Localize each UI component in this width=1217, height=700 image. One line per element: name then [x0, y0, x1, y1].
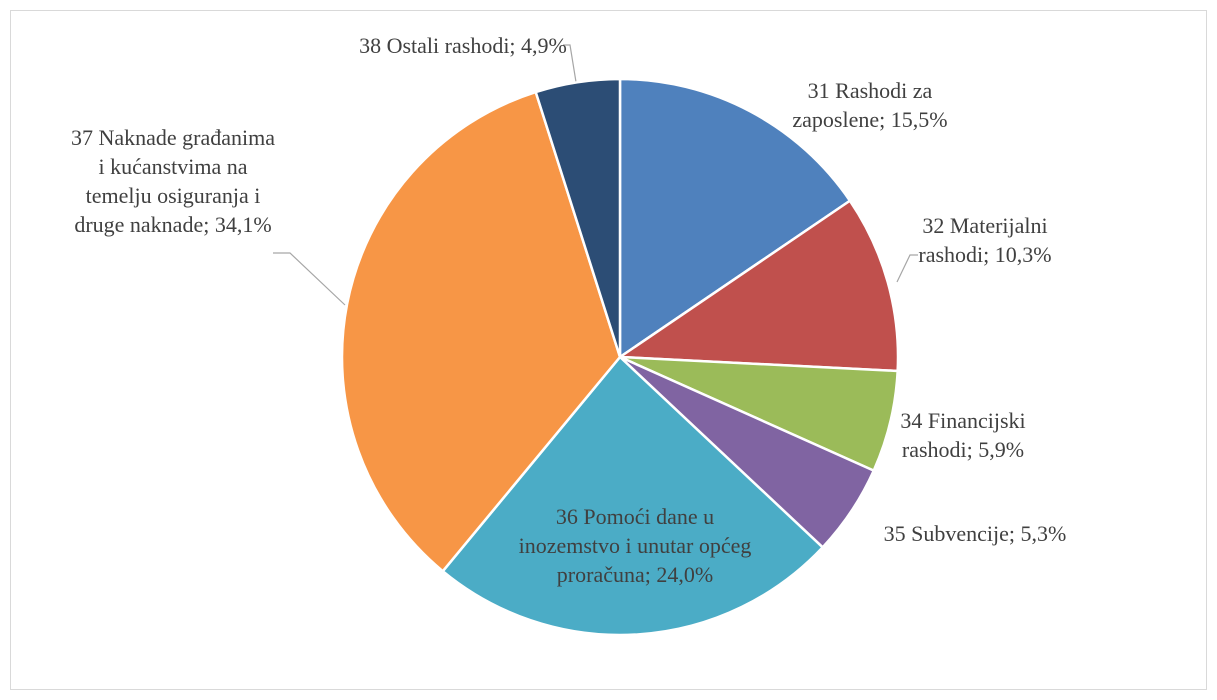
data-label: 36 Pomoći dane u inozemstvo i unutar opć… [518, 502, 753, 589]
pie-slice [616, 199, 900, 373]
label-category: 35 Subvencije; [883, 521, 1016, 546]
label-category: 37 Naknade građanima i kućanstvima na te… [70, 125, 276, 237]
pie-slice [340, 90, 622, 573]
data-label: 35 Subvencije; 5,3% [840, 519, 1110, 548]
label-value: 4,9% [521, 33, 567, 58]
data-label: 31 Rashodi za zaposlene; 15,5% [770, 76, 970, 134]
label-value: 24,0% [656, 562, 714, 587]
pie-slice [441, 355, 825, 637]
data-label: 34 Financijski rashodi; 5,9% [878, 406, 1048, 464]
leader-line [273, 252, 346, 306]
label-category: 34 Financijski rashodi; [900, 408, 1026, 462]
leader-lines [273, 44, 918, 306]
label-value: 34,1% [214, 212, 272, 237]
label-category: 32 Materijalni rashodi; [918, 213, 1048, 267]
data-label: 38 Ostali rashodi; 4,9% [348, 31, 578, 60]
label-value: 5,3% [1020, 521, 1067, 546]
data-label: 32 Materijalni rashodi; 10,3% [895, 211, 1075, 269]
label-value: 15,5% [890, 107, 948, 132]
label-category: 31 Rashodi za zaposlene; [792, 78, 933, 132]
pie-slice [618, 77, 852, 360]
label-category: 36 Pomoći dane u inozemstvo i unutar opć… [518, 504, 752, 587]
label-value: 5,9% [978, 437, 1025, 462]
data-label: 37 Naknade građanima i kućanstvima na te… [68, 123, 278, 239]
leader-line [563, 44, 577, 83]
label-value: 10,3% [994, 242, 1052, 267]
label-category: 38 Ostali rashodi; [359, 33, 516, 58]
leader-line [896, 254, 918, 283]
pie-slice [534, 77, 622, 358]
